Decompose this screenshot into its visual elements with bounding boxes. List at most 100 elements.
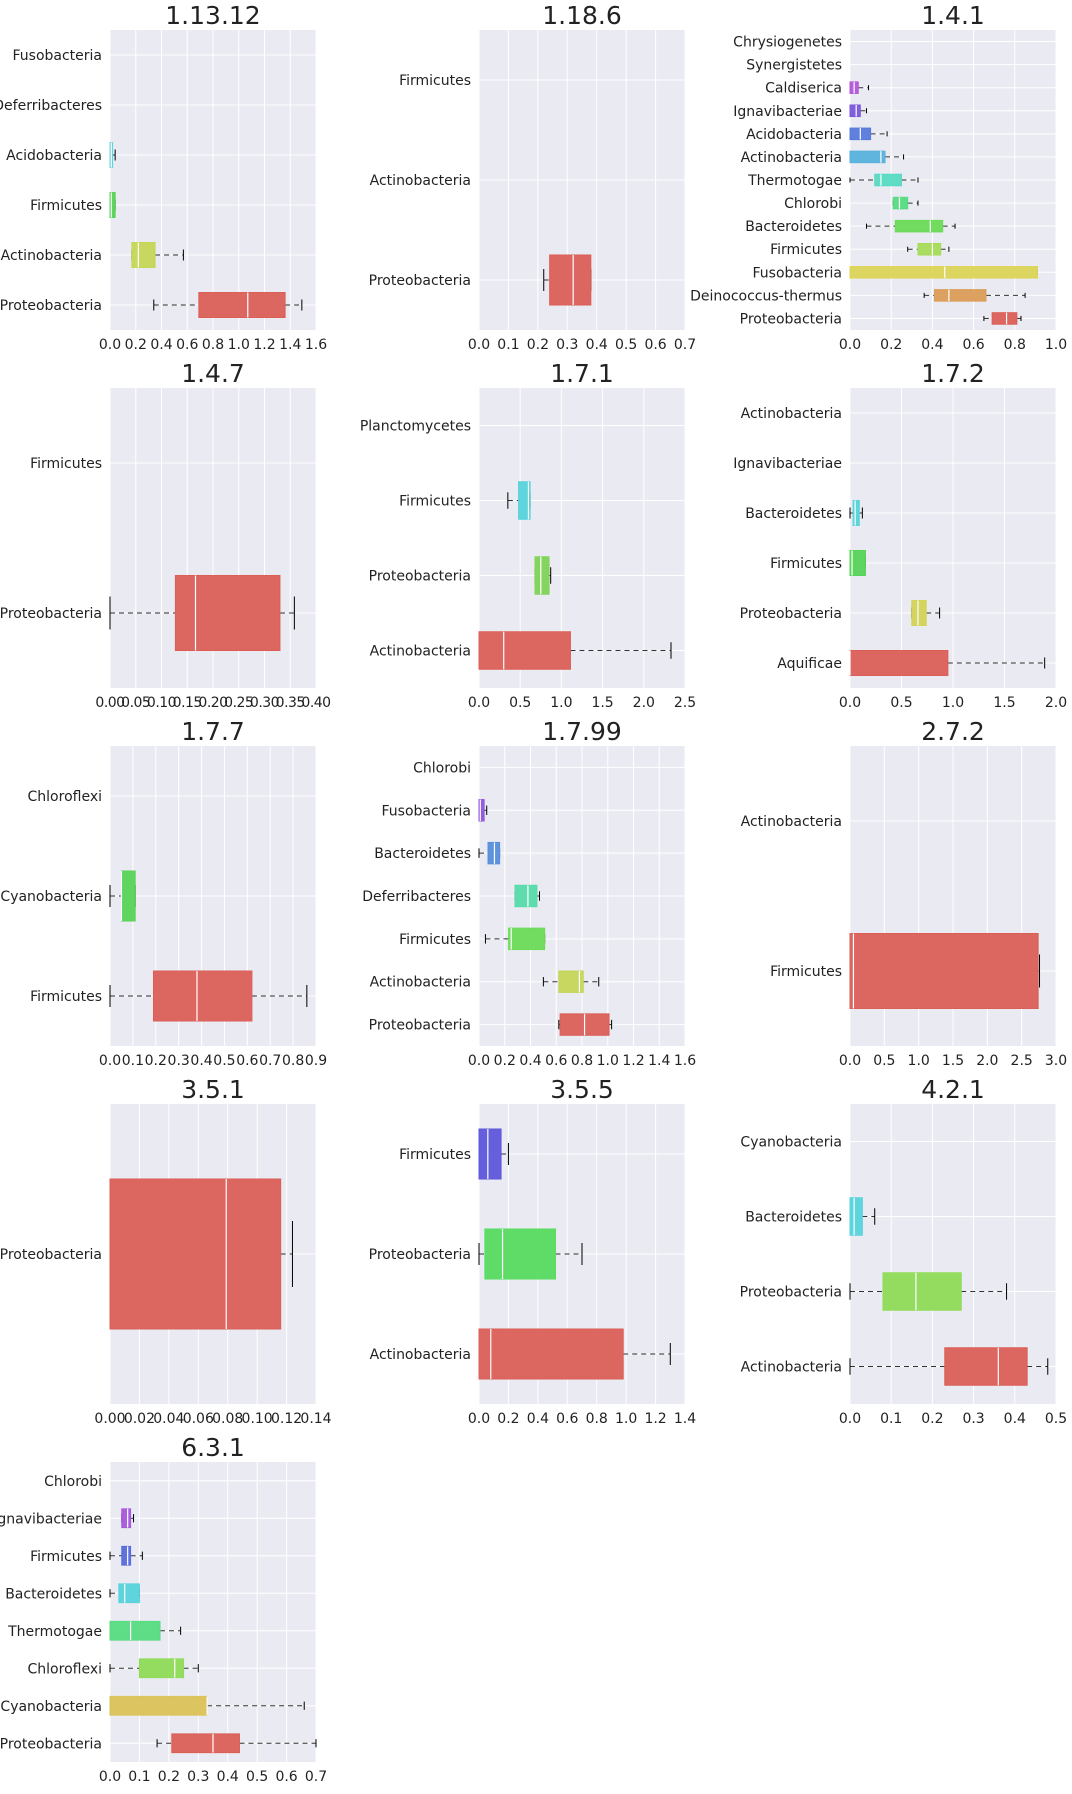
xtick-label: 0.4 (217, 1769, 239, 1785)
box-caldiserica (849, 81, 870, 94)
box-deinococcus-thermus (923, 289, 1026, 302)
box-body (852, 500, 860, 526)
xtick-label: 0.6 (644, 337, 666, 353)
xtick-label: 1.0 (550, 695, 572, 711)
xtick-label: 0.1 (497, 337, 519, 353)
box-body (478, 799, 485, 822)
box-body (478, 631, 571, 670)
chart-panel-3.5.1: Proteobacteria0.000.020.040.060.080.100.… (0, 1075, 332, 1427)
xtick-label: 0.4 (586, 337, 608, 353)
box-body (478, 1128, 502, 1180)
ytick-label: Firmicutes (399, 932, 471, 948)
ytick-label: Proteobacteria (740, 311, 842, 327)
xtick-label: 1.6 (674, 1053, 696, 1069)
xtick-label: 0.4 (190, 1053, 212, 1069)
ytick-label: Fusobacteria (12, 48, 102, 64)
box-body (120, 870, 136, 922)
ytick-label: Chlorobi (44, 1474, 102, 1490)
xtick-label: 0.35 (276, 695, 305, 711)
xtick-label: 0.2 (125, 337, 147, 353)
xtick-label: 0.8 (282, 1053, 304, 1069)
box-body (944, 1347, 1028, 1386)
box-body (911, 600, 927, 626)
xtick-label: 2.0 (1045, 695, 1067, 711)
box-cyanobacteria (109, 870, 136, 922)
xtick-label: 1.0 (597, 1053, 619, 1069)
xtick-label: 1.2 (644, 1411, 666, 1427)
panel-title: 1.4.7 (181, 359, 245, 388)
box-bacteroidetes (849, 500, 863, 526)
chart-panel-1.7.2: Actinobacteria Ignavibacteriae Bacteroidet… (733, 359, 1067, 711)
box-firmicutes (478, 1128, 509, 1180)
box-firmicutes (849, 933, 1041, 1009)
xtick-label: 0.05 (121, 695, 150, 711)
box-ignavibacteriae (849, 104, 867, 118)
chart-panel-1.18.6: Firmicutes Actinobacteria Proteobacteria 0.… (369, 1, 697, 353)
box-firmicutes (484, 927, 546, 951)
xtick-label: 0.2 (158, 1769, 180, 1785)
box-proteobacteria (543, 254, 592, 306)
ytick-label: Proteobacteria (369, 273, 471, 289)
xtick-label: 1.0 (228, 337, 250, 353)
xtick-label: 0.0 (839, 337, 861, 353)
box-actinobacteria (131, 242, 184, 268)
box-body (121, 1508, 132, 1529)
xtick-label: 0.08 (212, 1411, 243, 1427)
panel-title: 2.7.2 (921, 717, 985, 746)
box-body (118, 1583, 140, 1604)
box-thermotogae (849, 173, 919, 187)
panel-title: 1.13.12 (165, 1, 260, 30)
ytick-label: Actinobacteria (741, 814, 842, 830)
box-acidobacteria (109, 142, 116, 168)
xtick-label: 0.1 (128, 1769, 150, 1785)
xtick-label: 0.6 (275, 1769, 297, 1785)
chart-panel-1.7.99: Chlorobi Fusobacteria Bacteroidetes Deferri… (362, 717, 696, 1069)
ytick-label: Cyanobacteria (740, 1135, 842, 1151)
xtick-label: 1.0 (1045, 337, 1067, 353)
chart-panel-1.4.1: Chrysiogenetes Synergistetes Caldiserica Ig… (690, 1, 1067, 353)
xtick-label: 0.02 (124, 1411, 155, 1427)
xtick-label: 0.06 (183, 1411, 214, 1427)
xtick-label: 0.00 (94, 1411, 125, 1427)
box-body (849, 1197, 863, 1236)
ytick-label: Firmicutes (770, 242, 842, 258)
box-deferribacteres (514, 884, 541, 908)
box-body (508, 927, 546, 951)
ytick-label: Proteobacteria (0, 1736, 102, 1752)
box-body (138, 1658, 185, 1679)
xtick-label: 0.4 (1004, 1411, 1026, 1427)
xtick-label: 0.5 (246, 1769, 268, 1785)
panel-title: 1.4.1 (921, 1, 985, 30)
box-body (558, 970, 584, 993)
xtick-label: 0.1 (880, 1411, 902, 1427)
xtick-label: 0.10 (147, 695, 176, 711)
xtick-label: 0.14 (300, 1411, 331, 1427)
chart-panel-2.7.2: Actinobacteria Firmicutes 0.0 0.5 1.0 1.5 2.0 2… (741, 717, 1067, 1069)
box-proteobacteria (156, 1733, 317, 1754)
xtick-label: 0.5 (1045, 1411, 1067, 1427)
box-body (917, 242, 942, 256)
xtick-label: 0.6 (556, 1411, 578, 1427)
ytick-label: Bacteroidetes (745, 1210, 842, 1226)
xtick-label: 0.5 (213, 1053, 235, 1069)
ytick-label: Actinobacteria (370, 975, 471, 991)
box-body (514, 884, 538, 908)
box-chloroflexi (109, 1658, 199, 1679)
ytick-label: Chloroflexi (28, 1661, 102, 1677)
ytick-label: Actinobacteria (741, 150, 842, 166)
box-body (549, 254, 592, 306)
panel-title: 1.7.7 (181, 717, 245, 746)
ytick-label: Firmicutes (30, 1549, 102, 1565)
box-body (152, 970, 253, 1022)
xtick-label: 1.5 (591, 695, 613, 711)
xtick-label: 0.2 (494, 1053, 516, 1069)
xtick-label: 0.9 (305, 1053, 327, 1069)
box-body (894, 219, 944, 233)
plot-area (110, 1462, 316, 1762)
ytick-label: Actinobacteria (370, 644, 471, 660)
xtick-label: 0.4 (519, 1053, 541, 1069)
xtick-label: 0.3 (168, 1053, 190, 1069)
xtick-label: 0.12 (271, 1411, 302, 1427)
xtick-label: 0.7 (305, 1769, 327, 1785)
xtick-label: 0.8 (571, 1053, 593, 1069)
